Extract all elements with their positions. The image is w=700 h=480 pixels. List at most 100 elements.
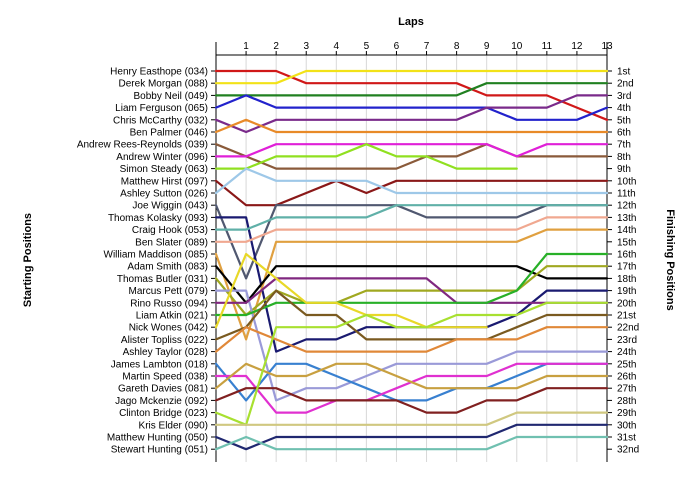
series-line <box>214 228 609 341</box>
starting-position-label: Gareth Davies (081) <box>118 384 208 395</box>
series-line <box>214 265 609 317</box>
starting-position-label: Matthew Hirst (097) <box>121 176 208 187</box>
finishing-position-label: 30th <box>617 420 636 431</box>
finishing-position-label: 12th <box>617 201 636 212</box>
starting-position-label: William Maddison (085) <box>104 250 208 261</box>
series-line <box>214 204 609 231</box>
finishing-position-label: 9th <box>617 164 631 175</box>
x-tick-label: 9 <box>484 41 490 52</box>
finishing-position-label: 29th <box>617 408 636 419</box>
series-line <box>214 143 609 158</box>
series-line <box>214 216 609 243</box>
finishing-position-label: 11th <box>617 189 636 200</box>
starting-position-label: Chris McCarthy (032) <box>113 115 208 126</box>
series-line <box>214 69 609 121</box>
finishing-position-label: 18th <box>617 274 636 285</box>
finishing-position-label: 8th <box>617 152 631 163</box>
x-tick-label: 1 <box>243 41 249 52</box>
starting-position-label: Alister Topliss (022) <box>121 335 208 346</box>
series-line <box>214 326 609 353</box>
x-tick-label: 11 <box>542 41 553 52</box>
series-line <box>214 252 609 317</box>
starting-position-label: Derek Morgan (088) <box>119 79 208 90</box>
finishing-position-label: 22nd <box>617 323 639 334</box>
starting-position-label: Henry Easthope (034) <box>110 67 208 78</box>
top-axis-title: Laps <box>398 16 424 28</box>
x-tick-label: 7 <box>424 41 430 52</box>
finishing-position-label: 5th <box>617 115 631 126</box>
x-tick-label: 5 <box>364 41 370 52</box>
starting-position-label: Simon Steady (063) <box>120 164 208 175</box>
series-line <box>214 94 609 121</box>
finishing-position-label: 26th <box>617 372 636 383</box>
x-tick-label: 13 <box>601 41 613 52</box>
starting-position-label: Jago Mckenzie (092) <box>115 396 208 407</box>
series-lines <box>214 69 609 451</box>
series-line <box>214 411 609 426</box>
starting-position-label: Matthew Hunting (050) <box>107 433 208 444</box>
starting-position-label: Stewart Hunting (051) <box>111 445 208 456</box>
starting-position-label: Joe Wiggin (043) <box>132 201 208 212</box>
starting-position-label: Adam Smith (083) <box>127 262 208 273</box>
starting-position-label: Liam Ferguson (065) <box>115 103 208 114</box>
left-axis-title: Starting Positions <box>22 213 34 307</box>
finishing-position-label: 20th <box>617 298 636 309</box>
series-line <box>214 362 609 402</box>
series-line <box>214 179 609 207</box>
series-line <box>214 362 609 390</box>
starting-position-label: Thomas Kolasky (093) <box>108 213 208 224</box>
starting-position-label: Thomas Butler (031) <box>117 274 208 285</box>
starting-position-label: Martin Speed (038) <box>122 372 208 383</box>
starting-position-label: Bobby Neil (049) <box>134 91 208 102</box>
starting-position-label: Ben Slater (089) <box>135 237 208 248</box>
finishing-position-label: 21st <box>617 311 636 322</box>
starting-position-label: Andrew Rees-Reynolds (039) <box>77 140 208 151</box>
series-line <box>214 252 488 329</box>
series-line <box>214 143 609 170</box>
x-tick-label: 12 <box>571 41 583 52</box>
series-line <box>214 289 609 402</box>
finishing-position-label: 2nd <box>617 79 634 90</box>
finishing-position-label: 32nd <box>617 445 639 456</box>
series-line <box>214 423 609 451</box>
series-line <box>214 82 609 97</box>
series-line <box>214 167 609 195</box>
x-tick-label: 10 <box>511 41 523 52</box>
x-tick-label: 6 <box>394 41 400 52</box>
x-tick-label: 3 <box>303 41 309 52</box>
series-line <box>214 118 609 134</box>
series-line <box>214 387 609 414</box>
finishing-position-label: 10th <box>617 176 636 187</box>
finishing-position-label: 13th <box>617 213 636 224</box>
starting-position-label: Marcus Pett (079) <box>129 286 208 297</box>
x-tick-label: 4 <box>334 41 340 52</box>
series-line <box>214 204 609 280</box>
series-line <box>214 94 609 134</box>
series-line <box>214 277 609 304</box>
series-line <box>214 301 609 426</box>
finishing-position-label: 24th <box>617 347 636 358</box>
x-tick-label: 8 <box>454 41 460 52</box>
starting-position-label: James Lambton (018) <box>111 359 208 370</box>
starting-position-label: Ashley Sutton (026) <box>120 189 208 200</box>
finishing-position-label: 27th <box>617 384 636 395</box>
finishing-position-label: 3rd <box>617 91 631 102</box>
x-tick-label: 2 <box>273 41 279 52</box>
series-line <box>214 435 609 451</box>
finishing-position-label: 1st <box>617 67 631 78</box>
starting-position-label: Kris Elder (090) <box>139 420 208 431</box>
series-line <box>214 69 609 85</box>
series-line <box>214 143 518 170</box>
right-axis-title: Finishing Positions <box>664 209 676 310</box>
finishing-position-label: 7th <box>617 140 631 151</box>
finishing-position-label: 19th <box>617 286 636 297</box>
starting-position-label: Liam Atkin (021) <box>136 311 208 322</box>
axes <box>215 42 608 462</box>
finishing-position-label: 23rd <box>617 335 637 346</box>
starting-position-label: Nick Wones (042) <box>129 323 208 334</box>
series-line <box>214 289 609 341</box>
finishing-position-label: 14th <box>617 225 636 236</box>
starting-position-label: Ben Palmer (046) <box>130 128 208 139</box>
